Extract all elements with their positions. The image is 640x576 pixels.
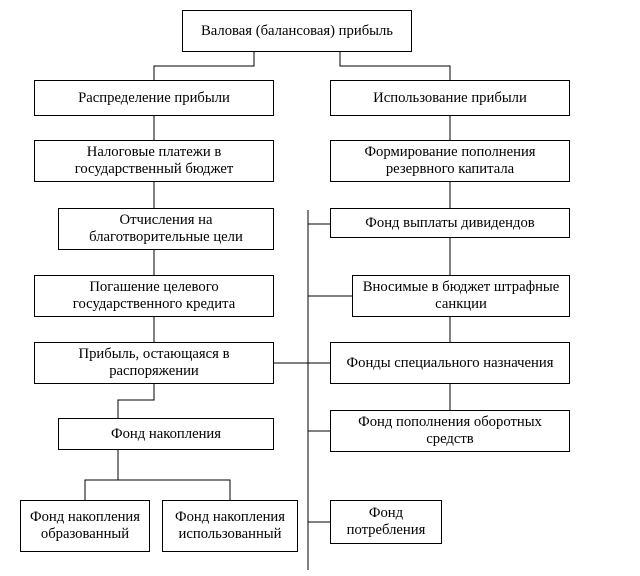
node-r5: Фонды специального назначения <box>330 342 570 384</box>
node-l4: Погашение целевого государственного кред… <box>34 275 274 317</box>
node-r4: Вносимые в бюджет штрафные санкции <box>352 275 570 317</box>
edge <box>118 480 230 500</box>
node-l3: Отчисления на благотворительные цели <box>58 208 274 250</box>
diagram-canvas: Валовая (балансовая) прибыль Распределени… <box>0 0 640 576</box>
node-b3: Фонд потребления <box>330 500 442 544</box>
node-b2: Фонд накопления использованный <box>162 500 298 552</box>
node-l1: Распределение прибыли <box>34 80 274 116</box>
node-r2: Формирование пополнения резервного капит… <box>330 140 570 182</box>
node-b1: Фонд накопления образованный <box>20 500 150 552</box>
edge <box>340 52 450 80</box>
node-l2: Налоговые платежи в государственный бюдж… <box>34 140 274 182</box>
node-root: Валовая (балансовая) прибыль <box>182 10 412 52</box>
node-l6: Фонд накопления <box>58 418 274 450</box>
edge <box>154 52 254 80</box>
node-r3: Фонд выплаты дивидендов <box>330 208 570 238</box>
edge <box>118 384 154 418</box>
node-r6: Фонд пополнения оборотных средств <box>330 410 570 452</box>
node-r1: Использование прибыли <box>330 80 570 116</box>
node-l5: Прибыль, остающаяся в распоряжении <box>34 342 274 384</box>
edge <box>85 480 118 500</box>
